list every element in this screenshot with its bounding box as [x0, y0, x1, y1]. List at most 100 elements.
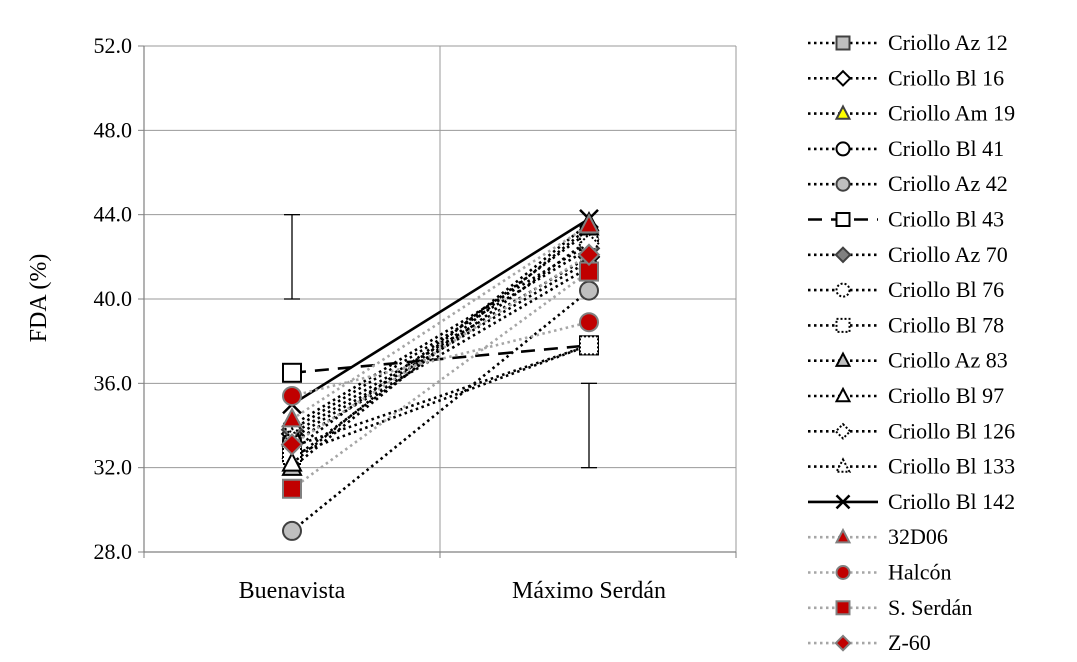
legend-entry: Criollo Am 19	[808, 101, 1015, 126]
marker-circle	[282, 520, 302, 541]
series-line	[291, 253, 590, 446]
legend-entry: Criollo Bl 78	[808, 312, 1004, 337]
marker-square	[835, 600, 851, 616]
marker-diamond	[577, 243, 601, 267]
legend-label: Criollo Bl 126	[888, 418, 1015, 443]
legend-label: Z-60	[888, 630, 931, 655]
legend-label: Criollo Az 83	[888, 348, 1008, 373]
marker-triangle	[834, 386, 852, 403]
legend-entry: Criollo Bl 76	[808, 277, 1004, 302]
series-line	[291, 270, 590, 490]
plot-area	[144, 45, 737, 553]
error-bar	[284, 214, 300, 300]
marker-triangle	[834, 457, 852, 473]
y-tick-label: 40.0	[94, 286, 133, 311]
series-32d06	[281, 213, 600, 428]
legend-label: Criollo Az 42	[888, 171, 1008, 196]
legend-entry: Criollo Az 12	[808, 30, 1008, 55]
series-line	[291, 243, 590, 427]
marker-square	[835, 317, 851, 333]
legend-label: Criollo Bl 41	[888, 136, 1004, 161]
series-line	[291, 289, 590, 532]
marker-circle	[835, 565, 851, 580]
y-tick-label: 48.0	[94, 117, 133, 142]
marker-circle	[282, 385, 302, 406]
legend-label: Criollo Bl 78	[888, 312, 1004, 337]
marker-square	[282, 478, 302, 499]
legend-label: Halcón	[888, 560, 952, 585]
marker-circle	[835, 282, 851, 298]
series-criollo-az-42	[282, 280, 599, 541]
marker-square	[835, 212, 851, 227]
series-line	[291, 217, 590, 406]
legend-entry: Criollo Az 83	[808, 348, 1008, 373]
legend-label: Criollo Bl 142	[888, 489, 1015, 514]
y-tick-label: 44.0	[94, 202, 133, 227]
marker-square	[835, 35, 851, 51]
series-layer	[280, 208, 601, 541]
marker-circle	[835, 141, 851, 157]
marker-triangle	[834, 351, 852, 367]
series-halc-n	[282, 312, 599, 406]
marker-diamond	[834, 69, 852, 87]
legend-label: Criollo Bl 43	[888, 207, 1004, 232]
legend-entry: Criollo Bl 142	[808, 489, 1015, 514]
series-line	[291, 344, 590, 448]
series-line	[291, 344, 590, 375]
series-s-serd-n	[282, 261, 599, 499]
marker-diamond	[280, 433, 304, 456]
legend-entry: Criollo Az 42	[808, 171, 1008, 196]
series-line	[291, 226, 590, 469]
marker-diamond	[834, 246, 852, 264]
legend-entry: Criollo Bl 41	[808, 136, 1004, 161]
legend-entry: Criollo Bl 133	[808, 454, 1015, 479]
legend-entry: Criollo Bl 126	[808, 418, 1015, 443]
marker-triangle	[281, 451, 303, 472]
y-tick-label: 36.0	[94, 370, 133, 395]
series-z-60	[280, 243, 601, 456]
series-line	[291, 259, 590, 440]
y-tick-label: 28.0	[94, 539, 133, 564]
legend-entry: S. Serdán	[808, 595, 972, 620]
marker-square	[282, 362, 302, 383]
legend-entry: Criollo Bl 97	[808, 383, 1004, 408]
y-axis: 28.0 32.0 36.0 40.0 44.0 48.0 52.0	[94, 33, 145, 564]
series-line	[291, 224, 590, 421]
legend-label: Criollo Am 19	[888, 101, 1015, 126]
series-line	[291, 238, 590, 461]
legend-label: Criollo Bl 133	[888, 454, 1015, 479]
x-tick-label: Máximo Serdán	[512, 578, 666, 604]
marker-triangle	[834, 104, 852, 120]
y-axis-title: FDA (%)	[26, 254, 52, 343]
x-axis: Buenavista Máximo Serdán	[143, 551, 737, 604]
marker-triangle	[281, 407, 303, 428]
series-line	[291, 230, 590, 452]
legend-entry: 32D06	[808, 524, 948, 549]
legend-entry: Criollo Bl 16	[808, 65, 1004, 90]
series-line	[291, 247, 590, 431]
legend-label: Criollo Bl 76	[888, 277, 1004, 302]
legend-label: Criollo Bl 16	[888, 65, 1004, 90]
x-tick-label: Buenavista	[239, 578, 346, 604]
marker-triangle	[834, 527, 852, 544]
marker-circle	[835, 176, 851, 192]
legend-entry: Criollo Bl 43	[808, 207, 1004, 232]
legend-entry: Halcón	[808, 560, 952, 585]
legend-entry: Z-60	[808, 630, 931, 655]
y-tick-label: 32.0	[94, 455, 133, 480]
y-tick-label: 52.0	[94, 33, 133, 58]
marker-square	[579, 335, 599, 356]
series-line	[291, 222, 590, 465]
marker-circle	[579, 280, 599, 301]
legend-entry: Criollo Az 70	[808, 242, 1008, 267]
legend-label: Criollo Az 70	[888, 242, 1008, 267]
legend-label: Criollo Az 12	[888, 30, 1008, 55]
marker-circle	[579, 312, 599, 333]
marker-triangle	[578, 213, 600, 234]
legend-label: Criollo Bl 97	[888, 383, 1004, 408]
legend: Criollo Az 12 Criollo Bl 16 Criollo Am 19 C…	[808, 30, 1015, 655]
marker-diamond	[834, 634, 852, 652]
marker-diamond	[834, 422, 852, 440]
marker-x	[835, 494, 851, 510]
